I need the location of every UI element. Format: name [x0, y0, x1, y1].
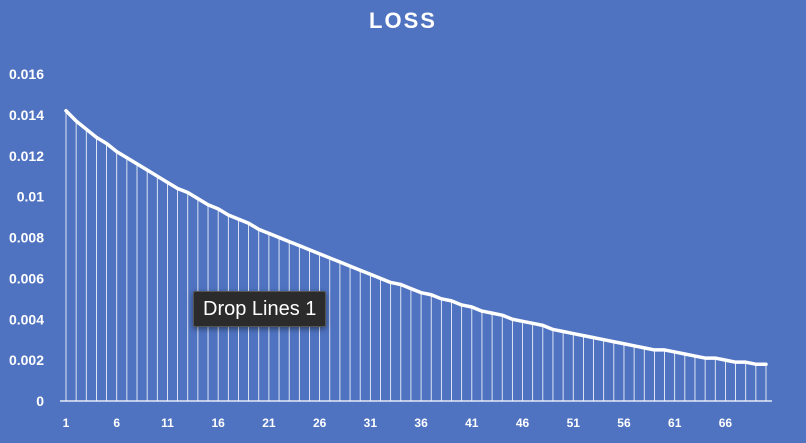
x-tick-label: 31: [364, 416, 378, 430]
x-tick-label: 26: [313, 416, 327, 430]
x-tick-label: 36: [414, 416, 428, 430]
drop-lines-group: [65, 110, 767, 401]
y-tick-label: 0.016: [9, 66, 44, 82]
y-tick-label: 0.012: [9, 148, 44, 164]
x-tick-label: 56: [617, 416, 631, 430]
y-tick-label: 0.004: [9, 311, 44, 327]
y-tick-label: 0.008: [9, 230, 44, 246]
x-tick-label: 61: [668, 416, 682, 430]
chart-title: LOSS: [369, 8, 437, 33]
x-tick-label: 21: [262, 416, 276, 430]
x-tick-label: 41: [465, 416, 479, 430]
x-tick-label: 11: [161, 416, 174, 430]
y-tick-label: 0.006: [9, 270, 44, 286]
y-tick-label: 0.01: [17, 189, 44, 205]
series-line: [64, 109, 768, 366]
y-tick-label: 0: [36, 393, 44, 409]
x-tick-label: 51: [567, 416, 581, 430]
x-tick-label: 16: [211, 416, 225, 430]
x-axis-tick-labels: 1 6 11 16 21 26 31 36 41 46 51 56 61 66: [63, 416, 733, 430]
y-axis-tick-labels: 0 0.002 0.004 0.006 0.008 0.01 0.012 0.014 0.016: [9, 66, 44, 409]
x-tick-label: 6: [113, 416, 120, 430]
drop-lines-tooltip: Drop Lines 1: [193, 291, 327, 327]
x-tick-label: 1: [63, 416, 70, 430]
y-tick-label: 0.002: [9, 352, 44, 368]
x-tick-label: 46: [516, 416, 530, 430]
y-tick-label: 0.014: [9, 107, 44, 123]
x-tick-label: 66: [719, 416, 733, 430]
series-group: [64, 109, 768, 366]
